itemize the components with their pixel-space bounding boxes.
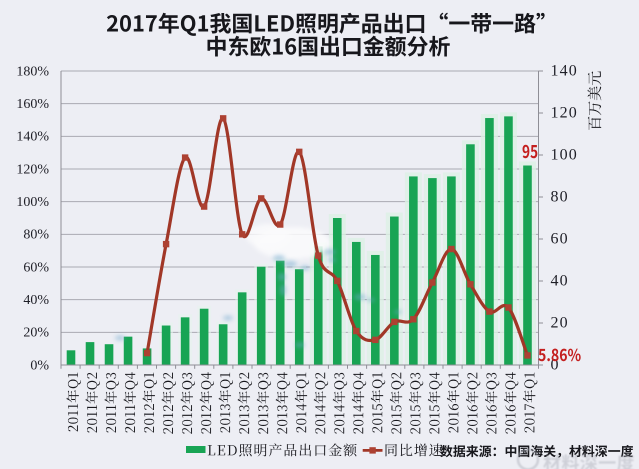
svg-text:40: 40	[551, 272, 569, 289]
svg-text:120%: 120%	[16, 162, 49, 177]
svg-text:180%: 180%	[16, 64, 49, 79]
svg-text:40%: 40%	[23, 293, 49, 308]
svg-text:80: 80	[551, 188, 569, 205]
svg-text:140%: 140%	[16, 130, 49, 145]
svg-text:20: 20	[551, 314, 569, 331]
svg-text:140: 140	[551, 62, 578, 79]
svg-text:120: 120	[551, 104, 578, 121]
svg-text:100: 100	[551, 146, 578, 163]
svg-text:80%: 80%	[23, 228, 49, 243]
svg-text:100%: 100%	[16, 195, 49, 210]
svg-text:0%: 0%	[30, 358, 49, 373]
svg-text:60: 60	[551, 230, 569, 247]
svg-text:20%: 20%	[23, 326, 49, 341]
svg-text:60%: 60%	[23, 260, 49, 275]
svg-text:160%: 160%	[16, 97, 49, 112]
svg-text:0: 0	[551, 356, 560, 373]
